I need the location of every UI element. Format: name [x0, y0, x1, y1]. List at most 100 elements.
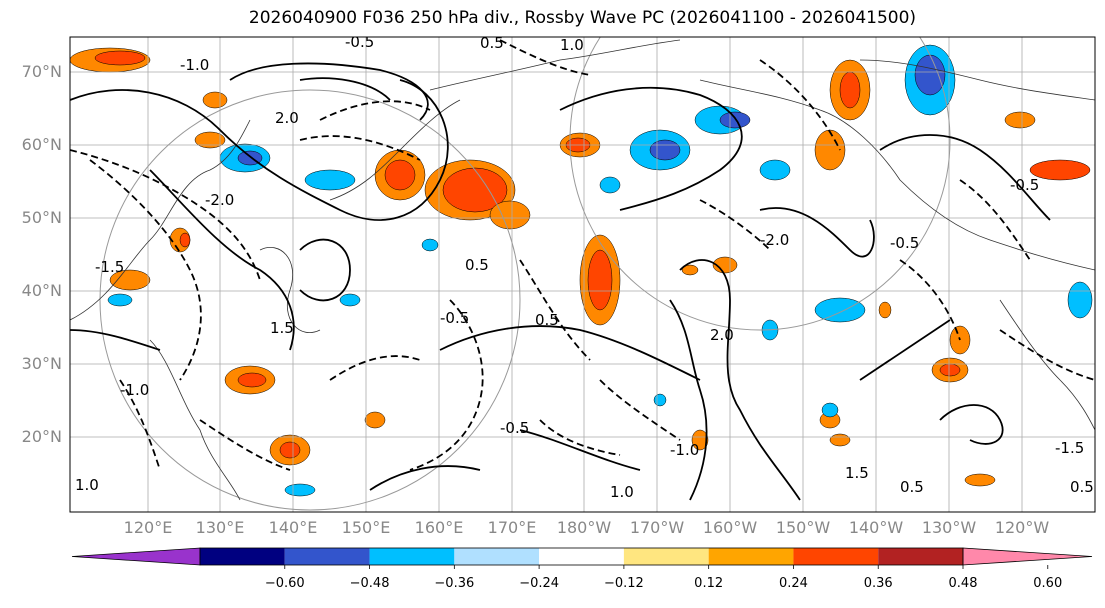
colorbar-segment	[539, 548, 624, 565]
divergence-patch	[339, 293, 361, 307]
divergence-patches	[70, 44, 1093, 497]
divergence-patch	[964, 473, 996, 487]
colorbar-segment	[200, 548, 285, 565]
contour-label: -1.0	[120, 381, 149, 399]
latitude-label: 70°N	[21, 62, 62, 81]
latitude-label: 30°N	[21, 354, 62, 373]
divergence-patch	[1029, 159, 1091, 181]
negative-contour	[519, 259, 591, 361]
contour-label: 0.5	[900, 478, 924, 496]
divergence-patch	[821, 402, 839, 418]
coastline	[999, 299, 1095, 431]
latitude-label: 20°N	[21, 427, 62, 446]
latitude-label: 40°N	[21, 281, 62, 300]
colorbar-segment	[623, 548, 709, 565]
contour-label: -0.5	[345, 33, 374, 51]
divergence-patch	[284, 483, 316, 497]
divergence-patch	[878, 301, 892, 319]
contour-label: -2.0	[205, 191, 234, 209]
colorbar-tick-label: −0.60	[264, 576, 305, 591]
positive-contour	[859, 319, 951, 381]
range-ring	[569, 37, 951, 331]
negative-contour	[119, 379, 161, 471]
contour-label: 0.5	[535, 311, 559, 329]
contour-label: -1.0	[180, 56, 209, 74]
divergence-patch	[587, 249, 613, 311]
negative-contour	[959, 179, 1031, 261]
positive-contour	[229, 62, 429, 121]
colorbar-frame	[199, 547, 964, 566]
contour-label: -2.0	[760, 231, 789, 249]
contour-labels: -0.5 0.5 1.0 -1.0 2.0 -2.0 1.5 -1.5 0.5 -0.5 -0.5 0…	[75, 33, 1094, 501]
colorbar-tick-label: −0.24	[519, 576, 560, 591]
longitude-label: 120°W	[994, 518, 1050, 537]
colorbar-tick-label: 0.12	[694, 576, 724, 591]
divergence-patch	[304, 169, 356, 191]
negative-contour	[299, 135, 421, 161]
colorbar-tick-label: −0.36	[434, 576, 475, 591]
positive-contour	[70, 329, 161, 351]
longitude-label: 120°E	[123, 518, 173, 537]
colorbar-tick-label: 0.60	[1033, 576, 1063, 591]
divergence-patch	[939, 363, 961, 377]
negative-contour	[89, 159, 202, 381]
divergence-patch	[94, 50, 146, 66]
divergence-patch	[829, 433, 851, 447]
colorbar-segment	[793, 548, 879, 565]
divergence-patch	[442, 167, 508, 213]
colorbar-extend-max	[962, 547, 1093, 566]
positive-contour	[759, 207, 875, 258]
contour-label: -0.5	[1010, 176, 1039, 194]
divergence-patch	[1004, 111, 1036, 129]
divergence-patch	[691, 429, 709, 451]
longitude-label: 140°W	[848, 518, 904, 537]
divergence-patch	[649, 139, 681, 161]
colorbar-segment	[708, 548, 794, 565]
coastline	[259, 247, 321, 333]
negative-contour	[70, 149, 261, 281]
coastline	[429, 39, 681, 91]
contour-label: 0.5	[465, 256, 489, 274]
divergence-patch	[814, 297, 866, 323]
contour-label: -0.5	[440, 309, 469, 327]
colorbar-segment	[878, 548, 963, 565]
range-ring	[99, 89, 521, 511]
longitude-label: 160°W	[702, 518, 758, 537]
colorbar-tick-label: −0.48	[349, 576, 390, 591]
divergence-patch	[107, 293, 133, 307]
contour-label: 1.0	[75, 476, 99, 494]
colorbar-tick-label: 0.48	[948, 576, 978, 591]
longitude-label: 150°E	[341, 518, 391, 537]
negative-contour	[199, 419, 291, 471]
coastline	[699, 79, 1095, 271]
divergence-patch	[237, 372, 267, 388]
longitude-label: 140°E	[268, 518, 318, 537]
positive-contour	[879, 134, 1051, 221]
divergence-patch	[421, 238, 439, 252]
longitude-label: 170°W	[629, 518, 685, 537]
contour-label: 1.5	[270, 319, 294, 337]
divergence-patch	[384, 159, 416, 191]
longitude-label: 170°E	[487, 518, 537, 537]
contour-label: 0.5	[1070, 478, 1094, 496]
rossby-contours	[70, 39, 1095, 501]
divergence-patch	[364, 411, 386, 429]
contour-label: -1.0	[670, 441, 699, 459]
negative-contour	[499, 39, 591, 76]
positive-contour	[939, 404, 1004, 445]
colorbar-tick-label: −0.12	[603, 576, 644, 591]
longitude-label: 150°W	[775, 518, 831, 537]
colorbar-tick-label: 0.36	[863, 576, 893, 591]
positive-contour	[299, 77, 391, 101]
positive-contour	[299, 238, 351, 302]
latitude-label: 50°N	[21, 208, 62, 227]
colorbar	[71, 547, 1093, 569]
divergence-patch	[719, 111, 751, 129]
positive-contour	[519, 429, 641, 471]
negative-contour	[759, 59, 841, 151]
positive-contour	[369, 465, 481, 491]
divergence-patch	[194, 131, 226, 149]
map-title: 2026040900 F036 250 hPa div., Rossby Wav…	[248, 8, 917, 28]
divergence-patch	[489, 200, 531, 230]
